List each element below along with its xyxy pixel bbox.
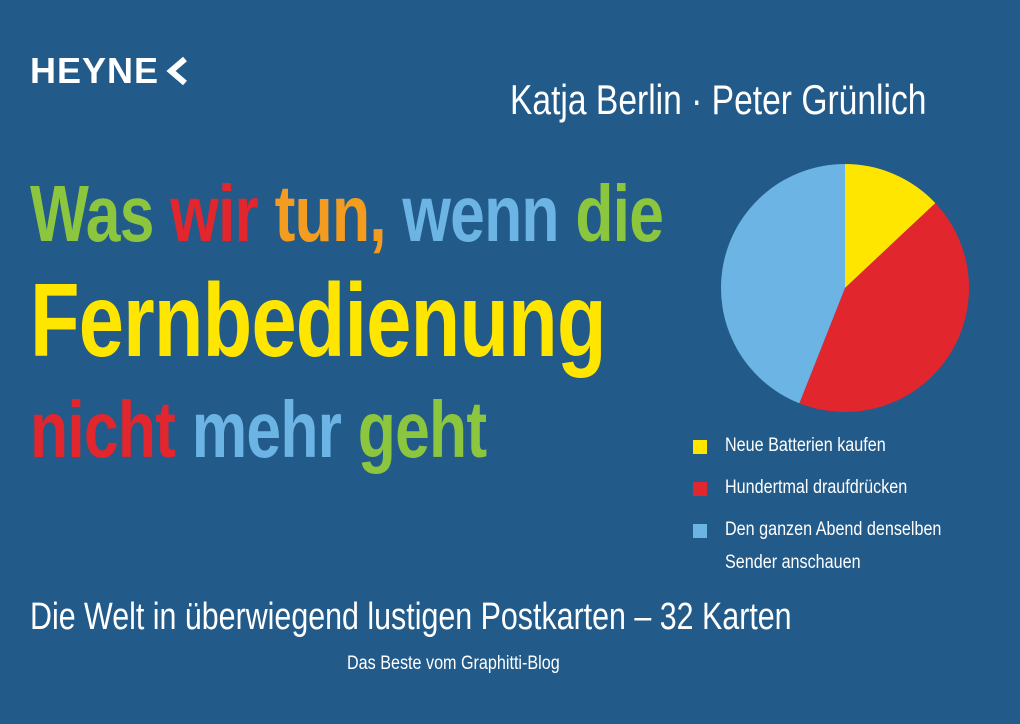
title-word: die bbox=[575, 169, 664, 258]
title-word: tun, bbox=[274, 169, 387, 258]
publisher: HEYNE bbox=[30, 50, 160, 91]
title-word: wenn bbox=[402, 169, 559, 258]
authors: Katja Berlin · Peter Grünlich bbox=[510, 76, 927, 123]
legend: Neue Batterien kaufen Hundertmal draufdrü… bbox=[693, 435, 1020, 595]
legend-swatch bbox=[693, 482, 707, 496]
publisher-logo: HEYNE bbox=[30, 50, 191, 92]
legend-label: Den ganzen Abend denselben Sender anscha… bbox=[725, 519, 942, 573]
legend-item: Hundertmal draufdrücken bbox=[693, 477, 1020, 504]
pie-slice bbox=[845, 164, 936, 288]
pie-chart bbox=[721, 164, 969, 412]
title-line: Was wir tun, wenn die bbox=[30, 168, 664, 260]
legend-swatch bbox=[693, 524, 707, 538]
pie-slice bbox=[799, 203, 969, 412]
pie-slice bbox=[721, 164, 845, 404]
legend-label: Neue Batterien kaufen bbox=[725, 435, 886, 456]
note: Das Beste vom Graphitti-Blog bbox=[347, 653, 560, 674]
title-word: Was bbox=[30, 169, 154, 258]
title-line: nicht mehr geht bbox=[30, 384, 487, 476]
subtitle: Die Welt in überwiegend lustigen Postkar… bbox=[30, 596, 792, 638]
title-word: wir bbox=[170, 169, 259, 258]
title-word: nicht bbox=[30, 385, 176, 474]
legend-label: Hundertmal draufdrücken bbox=[725, 477, 908, 498]
legend-item: Neue Batterien kaufen bbox=[693, 435, 1020, 462]
legend-swatch bbox=[693, 440, 707, 454]
title-line: Fernbedienung bbox=[30, 262, 607, 381]
logo-chevron bbox=[166, 56, 187, 86]
title-word: Fernbedienung bbox=[30, 263, 607, 379]
legend-item: Den ganzen Abend denselben Sender anscha… bbox=[693, 519, 1020, 579]
title-word: mehr bbox=[191, 385, 342, 474]
title-word: geht bbox=[357, 385, 487, 474]
